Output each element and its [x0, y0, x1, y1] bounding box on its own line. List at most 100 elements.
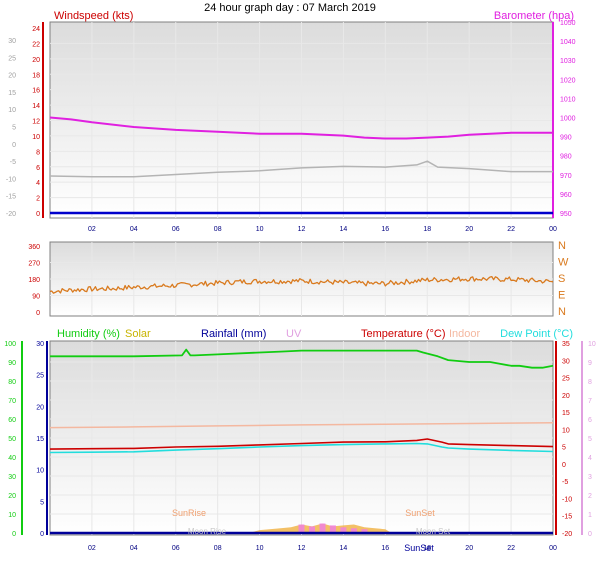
uv-tick: 5: [588, 436, 592, 443]
barometer-line: [49, 116, 553, 140]
windspeed-tick: 22: [32, 41, 40, 48]
temperature-label: Temperature (°C): [361, 328, 445, 340]
windspeed-tick: 10: [32, 134, 40, 141]
direction-degree-tick: 180: [28, 277, 40, 284]
temperature-tick: 15: [562, 410, 570, 417]
x-tick-label: 00: [549, 226, 557, 233]
outer-left-tick: -5: [10, 159, 16, 166]
x-tick-label: 14: [340, 545, 348, 552]
barometer-tick: 1050: [560, 20, 576, 27]
x-tick-label: 12: [298, 226, 306, 233]
humidity-tick: 40: [8, 455, 16, 462]
outer-left-tick: -10: [6, 176, 16, 183]
humidity-tick: 80: [8, 379, 16, 386]
temperature-line: [49, 438, 554, 450]
uv-tick: 3: [588, 474, 592, 481]
panel2-grid: [50, 242, 553, 316]
rainfall-label: Rainfall (mm): [201, 328, 266, 340]
temperature-tick: 25: [562, 376, 570, 383]
windspeed-tick: 12: [32, 119, 40, 126]
windspeed-tick: 0: [36, 211, 40, 218]
sunset-annotation: SunSet: [405, 508, 435, 518]
windspeed-tick: 24: [32, 26, 40, 33]
humidity-tick: 90: [8, 360, 16, 367]
x-tick-label: 08: [214, 545, 222, 552]
x-tick-label: 14: [340, 226, 348, 233]
x-tick-label: 16: [381, 545, 389, 552]
outer-left-tick: 25: [8, 55, 16, 62]
barometer-tick: 990: [560, 135, 572, 142]
humidity-tick: 50: [8, 436, 16, 443]
barometer-tick: 950: [560, 211, 572, 218]
outer-left-tick: 0: [12, 142, 16, 149]
x-tick-label: 16: [381, 226, 389, 233]
humidity-tick: 70: [8, 398, 16, 405]
temperature-tick: -10: [562, 497, 572, 504]
barometer-tick: 1020: [560, 77, 576, 84]
temp-hum-panel: 1009080706050403020100302520151050353025…: [4, 328, 596, 553]
wind-baro-panel: 302520151050-5-10-15-2024222018161412108…: [6, 10, 576, 233]
outer-left-tick: 15: [8, 90, 16, 97]
sunrise-annotation: SunRise: [172, 508, 206, 518]
moonrise-annotation: Moon Rise: [188, 527, 227, 536]
x-tick-label: 22: [507, 226, 515, 233]
panel2-marks: [49, 276, 554, 294]
outer-left-tick: 5: [12, 125, 16, 132]
direction-line: [49, 276, 554, 294]
barometer-tick: 1010: [560, 96, 576, 103]
outer-left-tick: -20: [6, 211, 16, 218]
x-tick-label: 10: [256, 545, 264, 552]
humidity-line: [50, 348, 554, 369]
rain-tick: 15: [36, 436, 44, 443]
uv-bar: [329, 525, 336, 533]
temperature-tick: -5: [562, 479, 568, 486]
x-tick-label: 00: [549, 545, 557, 552]
x-tick-label: 22: [507, 545, 515, 552]
uv-tick: 10: [588, 341, 596, 348]
indoor-label: Indoor: [449, 328, 481, 340]
barometer-tick: 970: [560, 173, 572, 180]
temperature-tick: 30: [562, 358, 570, 365]
sunset-axis-annotation: SunSet: [404, 543, 434, 553]
page-title: 24 hour graph day : 07 March 2019: [204, 2, 376, 14]
direction-compass-tick: W: [558, 257, 569, 269]
windspeed-tick: 20: [32, 57, 40, 64]
x-tick-label: 20: [465, 226, 473, 233]
temperature-tick: 5: [562, 445, 566, 452]
rain-tick: 5: [40, 499, 44, 506]
uv-label: UV: [286, 328, 302, 340]
rain-tick: 30: [36, 341, 44, 348]
barometer-tick: 960: [560, 192, 572, 199]
direction-compass-tick: N: [558, 306, 566, 318]
dewpoint-line: [49, 442, 554, 454]
uv-bar: [340, 527, 347, 533]
rain-tick: 10: [36, 468, 44, 475]
x-tick-label: 10: [256, 226, 264, 233]
temperature-tick: 20: [562, 393, 570, 400]
gust-line: [49, 160, 553, 178]
humidity-tick: 100: [4, 341, 16, 348]
panel3-tick-labels: 1009080706050403020100302520151050353025…: [4, 341, 596, 552]
uv-tick: 4: [588, 455, 592, 462]
uv-tick: 7: [588, 398, 592, 405]
windspeed-tick: 14: [32, 103, 40, 110]
temperature-tick: 0: [562, 462, 566, 469]
x-tick-label: 04: [130, 545, 138, 552]
outer-left-tick: -15: [6, 194, 16, 201]
rain-tick: 0: [40, 531, 44, 538]
humidity-tick: 60: [8, 417, 16, 424]
uv-bar: [298, 524, 305, 533]
x-tick-label: 18: [423, 226, 431, 233]
windspeed-tick: 2: [36, 196, 40, 203]
windspeed-label: Windspeed (kts): [54, 10, 133, 22]
x-tick-label: 02: [88, 545, 96, 552]
windspeed-tick: 4: [36, 180, 40, 187]
windspeed-tick: 6: [36, 165, 40, 172]
uv-tick: 6: [588, 417, 592, 424]
x-tick-label: 04: [130, 226, 138, 233]
x-tick-label: 20: [465, 545, 473, 552]
barometer-tick: 980: [560, 154, 572, 161]
panel1-grid: [50, 22, 553, 218]
panel3-grid: [50, 341, 553, 535]
